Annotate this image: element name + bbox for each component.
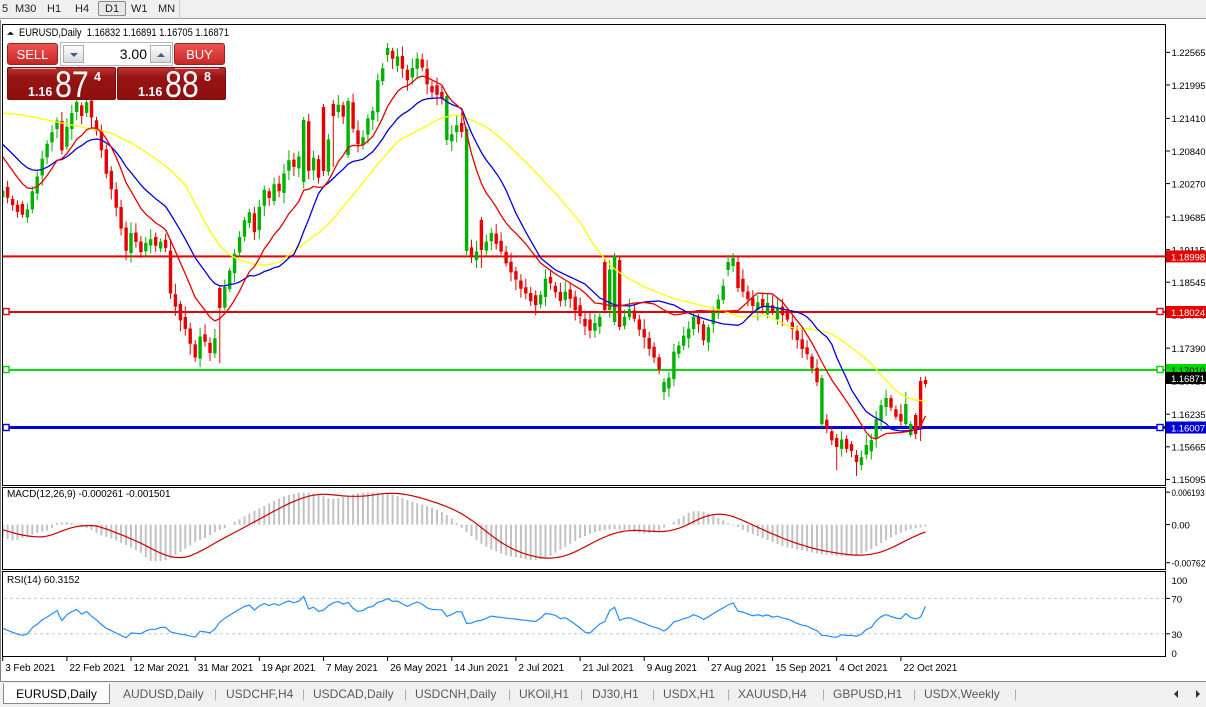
- svg-text:4 Oct 2021: 4 Oct 2021: [839, 663, 888, 674]
- svg-text:1.16235: 1.16235: [1172, 410, 1206, 421]
- svg-text:2 Jul 2021: 2 Jul 2021: [518, 663, 564, 674]
- svg-text:1.17390: 1.17390: [1172, 344, 1206, 355]
- svg-text:1.15095: 1.15095: [1172, 475, 1206, 486]
- svg-text:1.18998: 1.18998: [1171, 253, 1205, 264]
- svg-text:19 Apr 2021: 19 Apr 2021: [262, 663, 316, 674]
- svg-text:3 Feb 2021: 3 Feb 2021: [5, 663, 56, 674]
- svg-text:1.20840: 1.20840: [1172, 147, 1206, 158]
- svg-text:14 Jun 2021: 14 Jun 2021: [454, 663, 509, 674]
- svg-text:1.16007: 1.16007: [1171, 424, 1205, 435]
- svg-text:1.17010: 1.17010: [1171, 366, 1205, 377]
- svg-text:100: 100: [1172, 576, 1188, 587]
- svg-text:1.21995: 1.21995: [1172, 81, 1206, 92]
- svg-text:-0.00762: -0.00762: [1172, 559, 1206, 570]
- svg-text:27 Aug 2021: 27 Aug 2021: [711, 663, 767, 674]
- svg-text:31 Mar 2021: 31 Mar 2021: [198, 663, 254, 674]
- svg-text:1.16871: 1.16871: [1171, 374, 1205, 385]
- svg-text:21 Jul 2021: 21 Jul 2021: [583, 663, 635, 674]
- svg-text:RSI(14) 60.3152: RSI(14) 60.3152: [7, 575, 80, 586]
- svg-text:0: 0: [1172, 649, 1177, 660]
- svg-text:22 Oct 2021: 22 Oct 2021: [903, 663, 957, 674]
- svg-text:1.22565: 1.22565: [1172, 48, 1206, 59]
- svg-text:30: 30: [1172, 630, 1182, 641]
- svg-text:22 Feb 2021: 22 Feb 2021: [69, 663, 125, 674]
- svg-text:0.006193: 0.006193: [1172, 488, 1205, 499]
- svg-text:15 Sep 2021: 15 Sep 2021: [775, 663, 832, 674]
- svg-text:1.15665: 1.15665: [1172, 443, 1206, 454]
- svg-text:1.18545: 1.18545: [1172, 278, 1206, 289]
- svg-text:1.18024: 1.18024: [1171, 308, 1206, 319]
- svg-text:7 May 2021: 7 May 2021: [326, 663, 378, 674]
- svg-text:26 May 2021: 26 May 2021: [390, 663, 448, 674]
- svg-text:9 Aug 2021: 9 Aug 2021: [647, 663, 698, 674]
- svg-text:70: 70: [1172, 594, 1182, 605]
- svg-text:0.00: 0.00: [1172, 521, 1190, 532]
- svg-text:1.21410: 1.21410: [1172, 114, 1206, 125]
- svg-text:MACD(12,26,9) -0.000261 -0.001: MACD(12,26,9) -0.000261 -0.001501: [7, 489, 171, 500]
- svg-text:12 Mar 2021: 12 Mar 2021: [134, 663, 190, 674]
- svg-text:1.20270: 1.20270: [1172, 179, 1206, 190]
- svg-text:EURUSD,Daily 1.16832 1.16891: EURUSD,Daily 1.16832 1.16891 1.16705 1.1…: [19, 27, 229, 39]
- svg-text:1.19685: 1.19685: [1172, 213, 1206, 224]
